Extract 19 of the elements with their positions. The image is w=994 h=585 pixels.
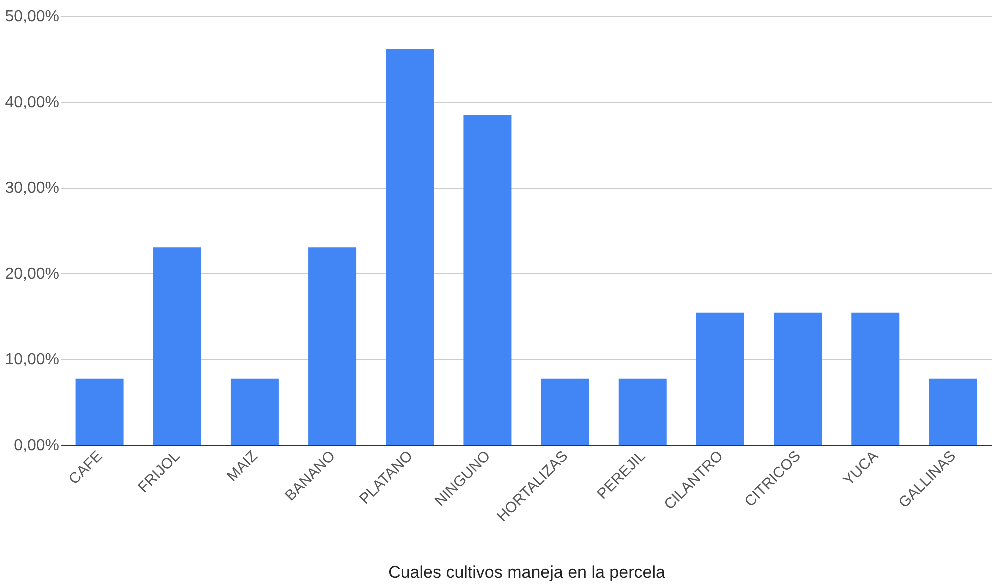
y-tick-label: 10,00% bbox=[5, 352, 60, 369]
bar bbox=[153, 248, 202, 445]
bar bbox=[774, 312, 822, 445]
y-tick-label: 40,00% bbox=[5, 94, 60, 112]
y-tick-label: 0,00% bbox=[14, 438, 60, 454]
bar bbox=[308, 248, 357, 445]
bar bbox=[230, 378, 279, 445]
y-tick-label: 20,00% bbox=[5, 266, 60, 283]
bar bbox=[929, 378, 978, 445]
bar bbox=[541, 378, 590, 445]
bar bbox=[696, 312, 744, 445]
bar bbox=[618, 378, 667, 445]
x-axis-title: Cuales cultivos maneja en la percela bbox=[388, 562, 666, 582]
bar bbox=[386, 49, 434, 445]
bar bbox=[852, 312, 900, 445]
y-tick-label: 50,00% bbox=[5, 8, 60, 26]
bar bbox=[76, 378, 124, 445]
bar bbox=[464, 116, 512, 445]
y-tick-label: 30,00% bbox=[5, 180, 60, 198]
